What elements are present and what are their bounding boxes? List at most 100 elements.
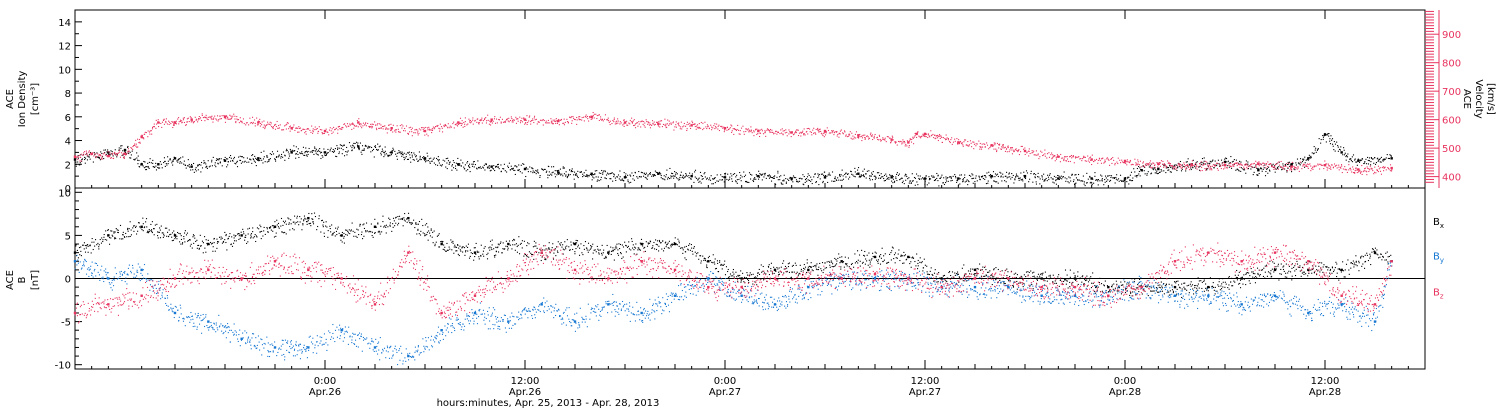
density-sample	[700, 175, 702, 177]
bx-sample	[272, 225, 274, 227]
velocity-sample	[423, 127, 425, 129]
velocity-sample	[1007, 145, 1009, 147]
density-sample	[424, 159, 426, 161]
bx-sample	[441, 241, 443, 243]
velocity-sample	[556, 121, 559, 123]
bx-sample	[357, 229, 359, 231]
velocity-sample	[717, 128, 719, 130]
density-sample	[144, 166, 147, 168]
velocity-sample	[277, 127, 279, 129]
density-sample	[1382, 159, 1384, 161]
density-sample	[256, 158, 258, 160]
bx-sample	[584, 241, 587, 243]
density-sample	[1310, 157, 1312, 159]
velocity-sample	[1216, 168, 1218, 170]
velocity-sample	[256, 117, 258, 119]
bx-sample	[363, 235, 365, 237]
bx-sample	[566, 245, 568, 247]
density-sample	[758, 176, 761, 178]
bx-sample	[601, 254, 603, 256]
velocity-sample	[101, 155, 103, 157]
velocity-sample	[596, 117, 598, 120]
density-sample	[1352, 154, 1355, 156]
density-sample	[1128, 176, 1130, 178]
density-sample	[1137, 174, 1139, 177]
density-sample	[1008, 172, 1010, 174]
velocity-sample	[555, 120, 557, 123]
density-sample	[148, 167, 150, 169]
velocity-sample	[1013, 150, 1015, 152]
bx-sample	[237, 233, 240, 235]
density-sample	[634, 172, 636, 174]
velocity-sample	[1214, 164, 1217, 166]
density-sample	[554, 176, 557, 178]
density-sample	[193, 162, 195, 165]
velocity-sample	[1307, 167, 1309, 169]
velocity-sample	[1294, 166, 1296, 168]
density-sample	[797, 181, 799, 183]
velocity-sample	[469, 121, 471, 123]
velocity-sample	[470, 121, 473, 123]
velocity-sample	[1326, 163, 1328, 165]
velocity-sample	[410, 129, 412, 131]
density-sample	[1153, 169, 1155, 171]
density-sample	[451, 169, 453, 171]
velocity-sample	[1346, 171, 1348, 173]
velocity-sample	[249, 117, 251, 119]
velocity-sample	[973, 141, 975, 143]
velocity-sample	[511, 121, 513, 123]
density-sample	[906, 175, 908, 178]
velocity-sample	[270, 122, 272, 124]
density-sample	[1219, 164, 1221, 166]
velocity-sample	[171, 121, 173, 123]
velocity-tick-label: 500	[1442, 144, 1461, 155]
bx-sample	[374, 218, 376, 220]
velocity-sample	[1013, 149, 1015, 151]
velocity-sample	[1004, 150, 1006, 152]
velocity-sample	[870, 132, 872, 134]
velocity-sample	[1207, 165, 1209, 167]
density-point	[73, 158, 77, 161]
bx-sample	[220, 238, 222, 240]
bx-sample	[507, 249, 509, 251]
density-sample	[1163, 165, 1165, 167]
density-sample	[287, 151, 289, 153]
bx-sample	[545, 259, 547, 261]
velocity-sample	[1269, 163, 1272, 165]
velocity-sample	[836, 135, 838, 137]
bx-sample	[213, 237, 215, 240]
velocity-sample	[414, 129, 416, 131]
velocity-sample	[502, 121, 505, 123]
velocity-sample	[1373, 171, 1376, 173]
bx-sample	[221, 237, 223, 239]
velocity-sample	[571, 116, 573, 118]
velocity-sample	[1089, 161, 1091, 163]
bx-sample	[518, 236, 520, 238]
velocity-sample	[935, 137, 937, 139]
density-sample	[336, 145, 338, 147]
velocity-sample	[771, 129, 773, 131]
density-sample	[449, 161, 451, 163]
density-sample	[868, 170, 870, 172]
velocity-sample	[1094, 159, 1096, 162]
velocity-sample	[135, 145, 137, 147]
velocity-sample	[1002, 147, 1004, 149]
bx-sample	[335, 230, 338, 232]
density-sample	[617, 174, 620, 176]
velocity-sample	[231, 116, 233, 118]
velocity-sample	[817, 127, 819, 129]
density-sample	[891, 180, 893, 182]
velocity-sample	[573, 118, 576, 120]
bx-sample	[562, 253, 564, 255]
bx-sample	[189, 245, 191, 247]
density-sample	[798, 180, 801, 182]
velocity-sample	[920, 136, 922, 138]
velocity-sample	[927, 134, 929, 136]
velocity-sample	[1176, 164, 1178, 166]
density-sample	[850, 171, 852, 173]
velocity-sample	[796, 129, 798, 131]
density-sample	[862, 174, 864, 177]
density-sample	[206, 165, 208, 167]
velocity-sample	[745, 130, 747, 133]
